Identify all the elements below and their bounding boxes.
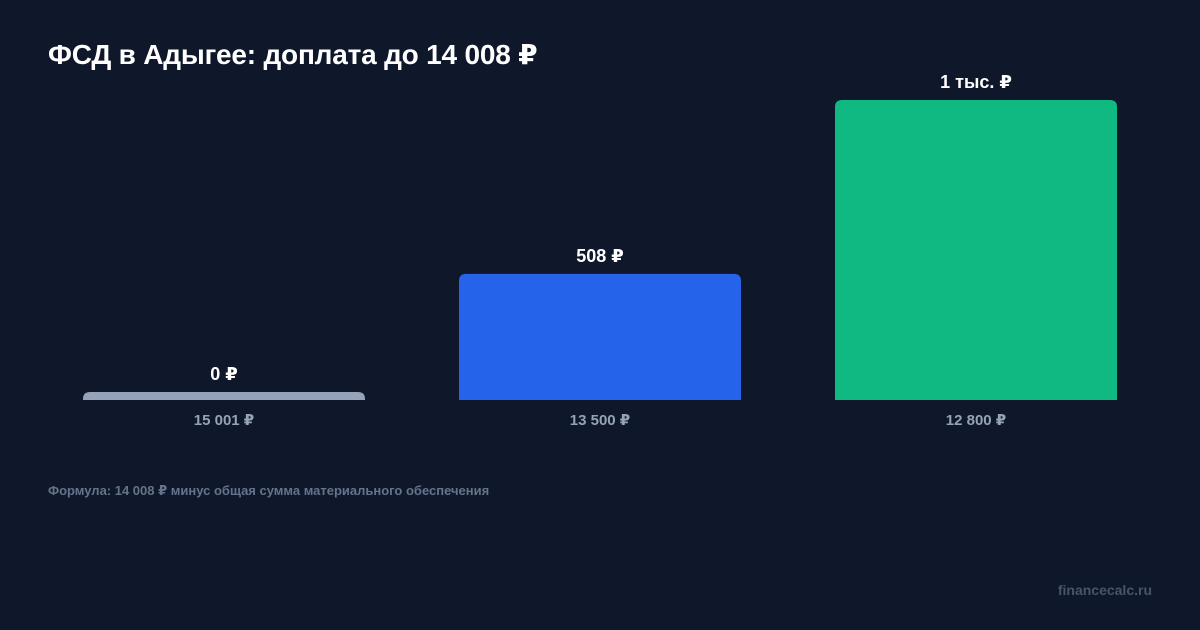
value-label-3: 1 тыс. ₽ <box>940 72 1012 92</box>
source-watermark: financecalc.ru <box>1057 582 1152 598</box>
bar-2 <box>459 273 741 400</box>
value-label-1: 0 ₽ <box>210 364 238 384</box>
category-label-2: 13 500 ₽ <box>570 412 630 429</box>
category-label-1: 15 001 ₽ <box>194 412 254 429</box>
value-label-2: 508 ₽ <box>576 246 624 266</box>
bar-1 <box>83 392 365 400</box>
formula-footnote: Формула: 14 008 ₽ минус общая сумма мате… <box>48 483 490 498</box>
chart-title: ФСД в Адыгее: доплата до 14 008 ₽ <box>48 39 538 70</box>
category-label-3: 12 800 ₽ <box>946 412 1006 429</box>
bar-3 <box>835 100 1117 400</box>
